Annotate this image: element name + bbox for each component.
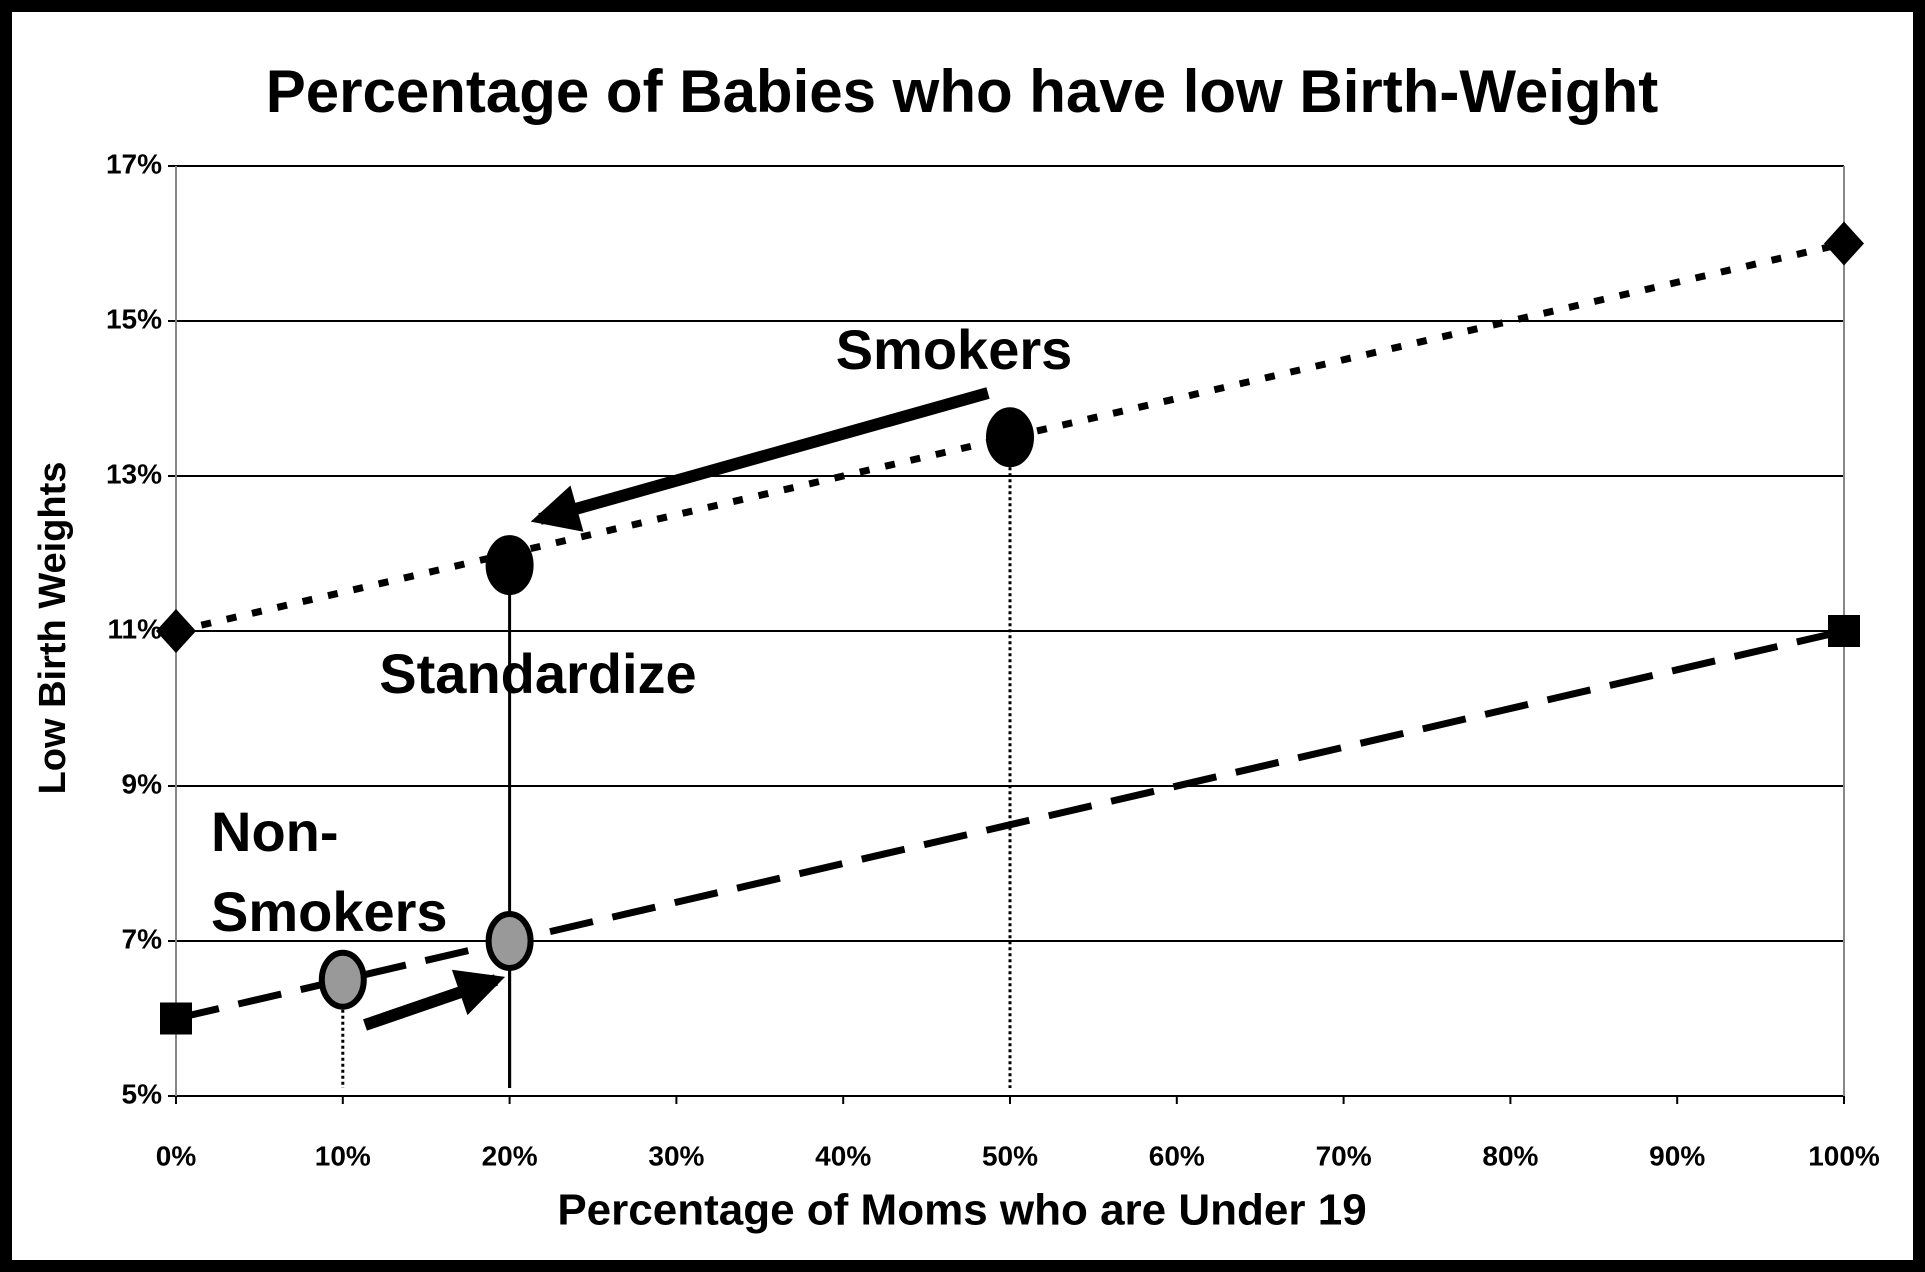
y-tick-label: 5% xyxy=(122,1078,163,1109)
x-tick-label: 50% xyxy=(982,1140,1038,1171)
x-tick-label: 90% xyxy=(1649,1140,1705,1171)
y-tick-label: 11% xyxy=(108,613,163,644)
x-tick-label: 70% xyxy=(1316,1140,1372,1171)
arrow xyxy=(363,969,506,1031)
y-tick-label: 7% xyxy=(122,923,163,954)
x-tick-label: 40% xyxy=(815,1140,871,1171)
y-tick-label: 15% xyxy=(106,303,162,334)
y-tick-label: 17% xyxy=(106,148,162,179)
chart-title: Percentage of Babies who have low Birth-… xyxy=(266,58,1658,125)
x-axis-label: Percentage of Moms who are Under 19 xyxy=(557,1186,1366,1235)
y-axis-label: Low Birth Weights xyxy=(32,462,74,795)
y-tick-label: 9% xyxy=(122,768,163,799)
x-tick-label: 20% xyxy=(482,1140,538,1171)
x-tick-label: 80% xyxy=(1482,1140,1538,1171)
square-marker xyxy=(160,1002,192,1035)
x-tick-label: 30% xyxy=(648,1140,704,1171)
circle-marker xyxy=(318,949,367,1010)
diamond-marker xyxy=(156,609,196,653)
square-marker xyxy=(1828,615,1860,647)
series-line xyxy=(175,627,1845,1022)
annotation: Smokers xyxy=(836,318,1073,381)
y-tick-label: 13% xyxy=(106,458,162,489)
x-tick-label: 10% xyxy=(315,1140,371,1171)
x-tick-label: 0% xyxy=(156,1140,197,1171)
diamond-marker xyxy=(1824,221,1864,266)
annotation: Non- xyxy=(211,800,339,863)
circle-marker xyxy=(986,407,1034,468)
circle-marker xyxy=(485,535,534,596)
circle-marker xyxy=(485,911,534,971)
x-tick-label: 60% xyxy=(1149,1140,1205,1171)
annotation: Standardize xyxy=(379,642,696,705)
arrow xyxy=(530,387,990,532)
plot-area: 5% 7% 9% 11% 13% 15% 17% 0% 10% 20% 30% 40% 50% 60% 70… xyxy=(106,148,1880,1171)
annotation: Smokers xyxy=(211,880,448,943)
x-tick-label: 100% xyxy=(1808,1140,1880,1171)
